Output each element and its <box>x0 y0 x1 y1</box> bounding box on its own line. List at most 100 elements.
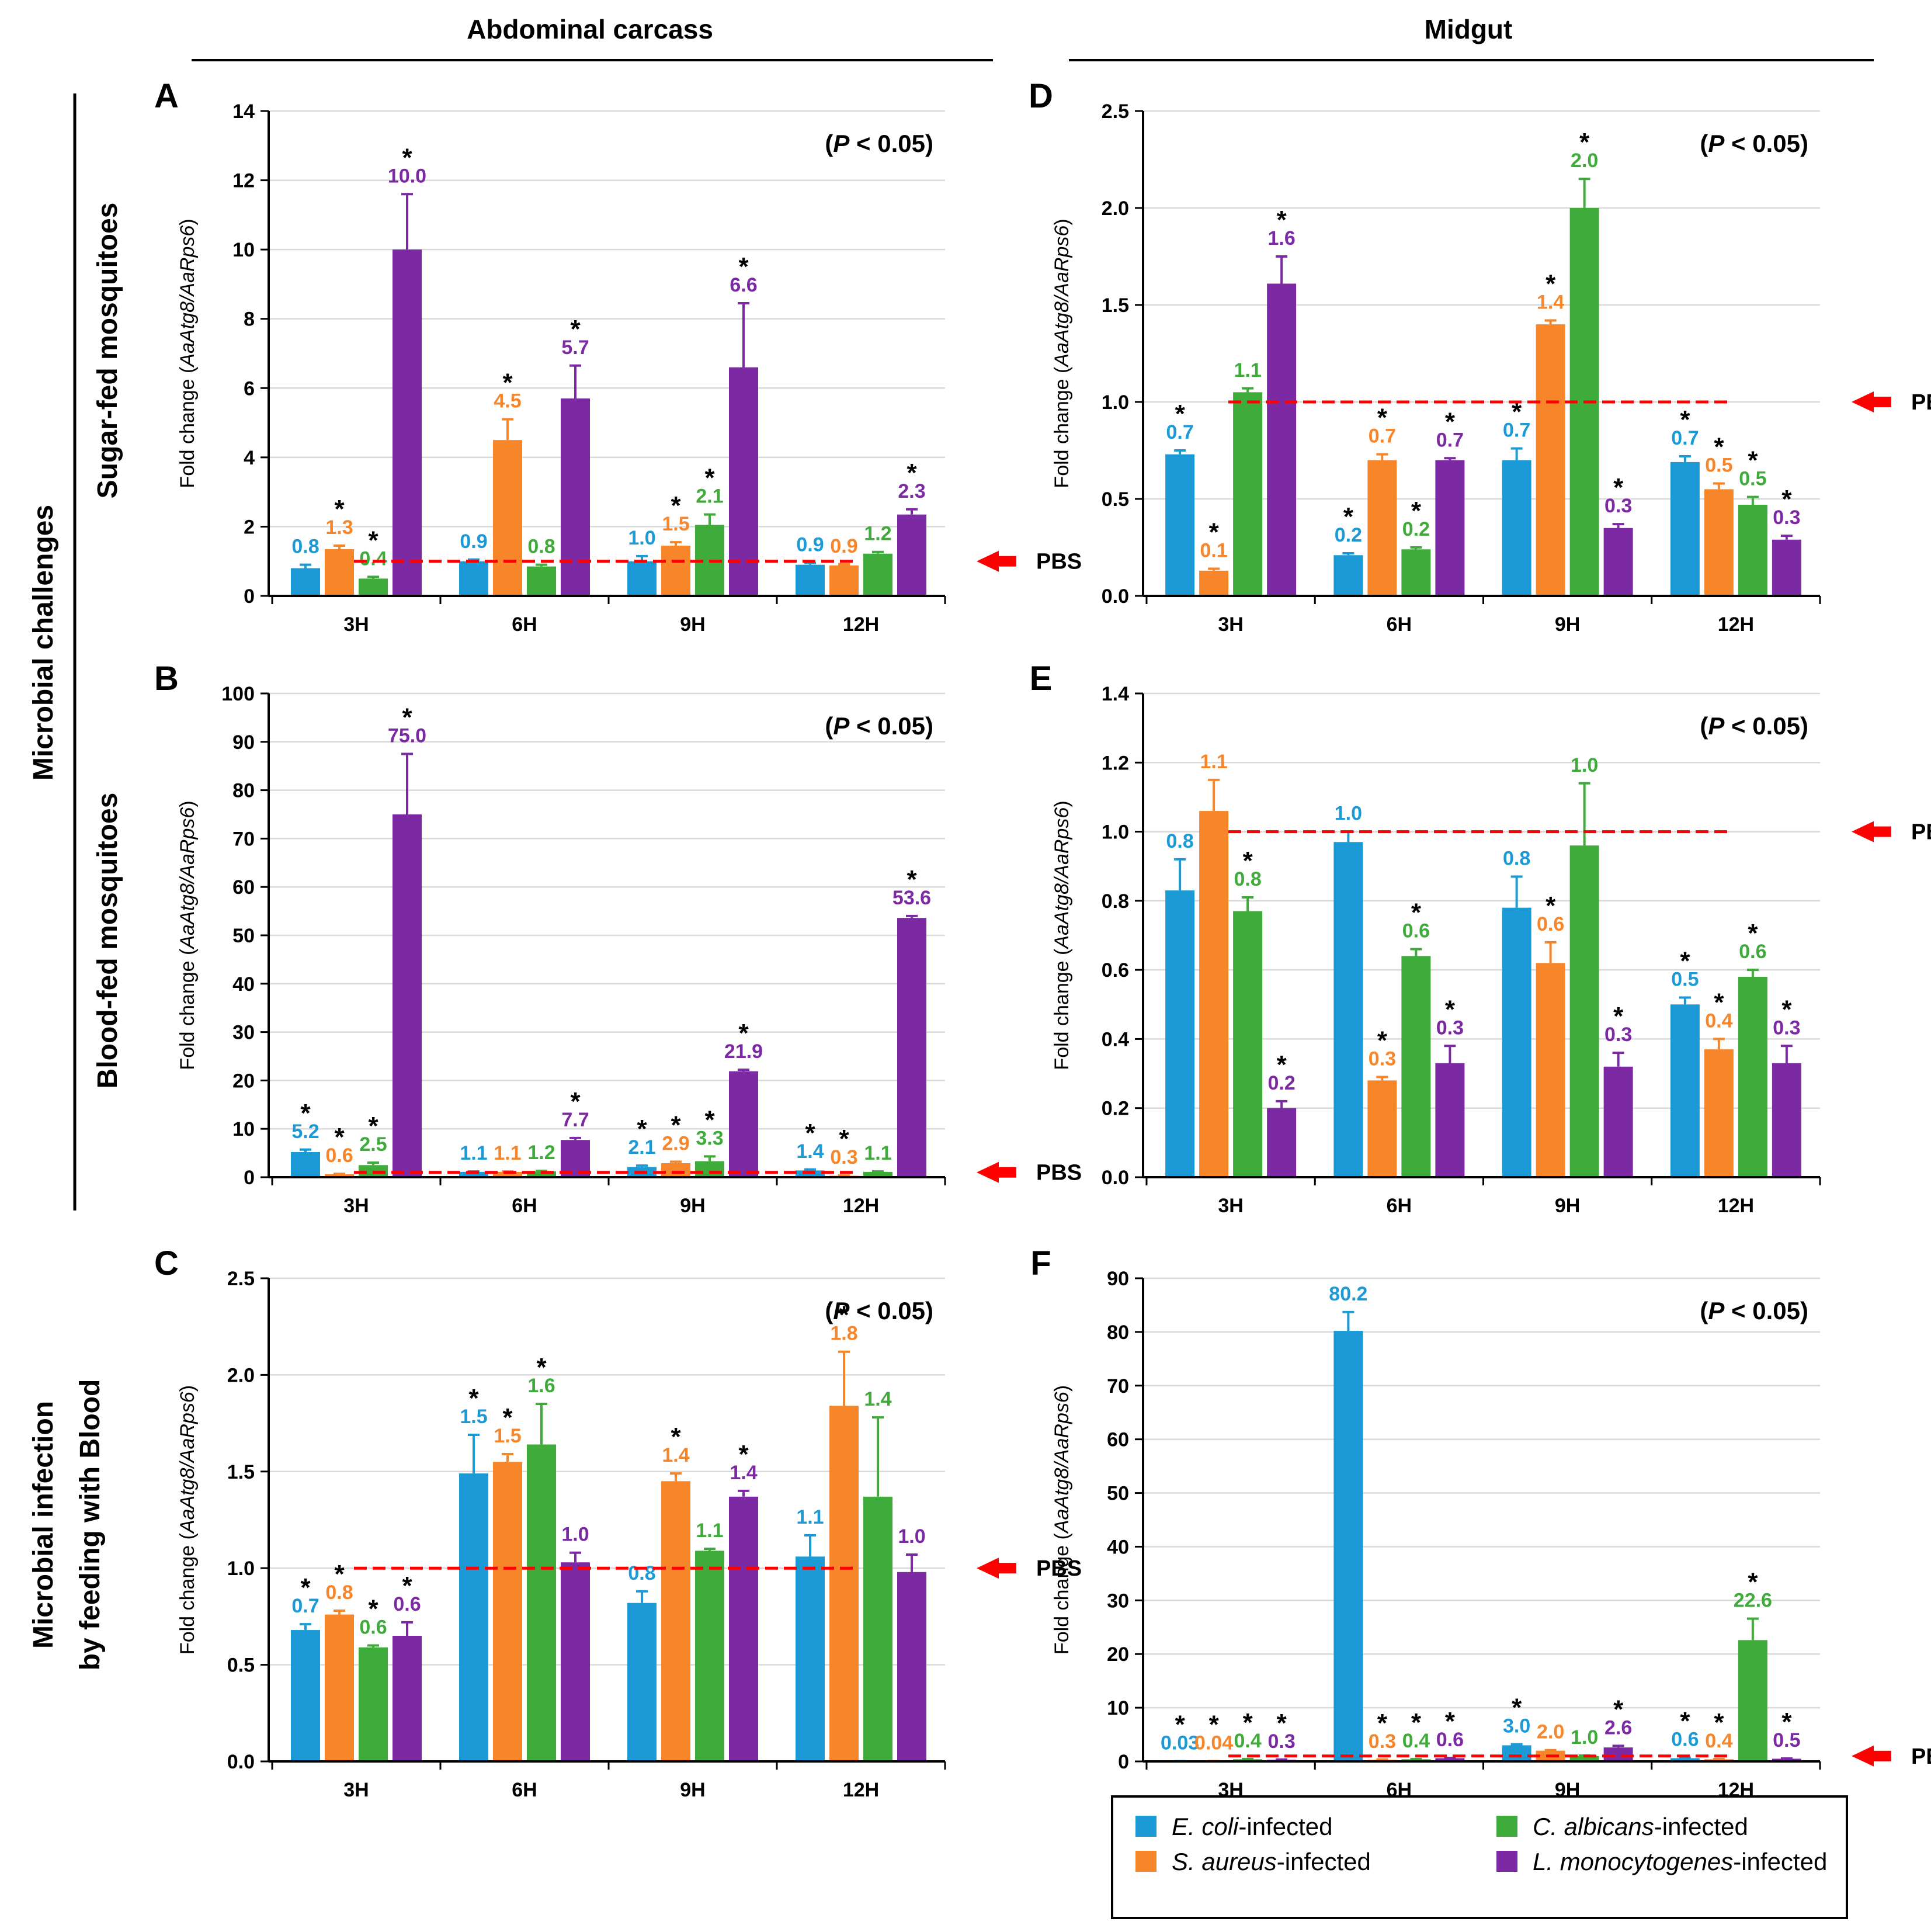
significance-asterisk: * <box>907 459 917 487</box>
bar <box>1670 462 1700 596</box>
y-tick-label: 12 <box>232 170 255 192</box>
bar <box>829 565 859 596</box>
bar <box>1502 460 1531 596</box>
significance-asterisk: * <box>1243 847 1253 875</box>
y-tick-label: 0.5 <box>1102 488 1129 511</box>
bar <box>897 1572 926 1761</box>
y-tick-label: 80 <box>232 780 255 802</box>
y-tick-label: 20 <box>232 1070 255 1092</box>
bar <box>359 1647 388 1761</box>
data-label: 0.7 <box>291 1595 319 1617</box>
panel-letter: B <box>154 660 179 698</box>
significance-asterisk: * <box>1377 1026 1388 1055</box>
data-label: 1.1 <box>1200 751 1227 773</box>
data-label: 5.2 <box>291 1121 319 1143</box>
y-tick-label: 2.5 <box>1102 100 1129 123</box>
x-tick-label: 9H <box>680 1779 705 1801</box>
pbs-label: PBS <box>1036 1556 1082 1581</box>
bar <box>729 1071 758 1177</box>
bar <box>1603 528 1633 596</box>
data-label: 0.2 <box>1267 1072 1295 1094</box>
x-tick-label: 3H <box>1218 1195 1243 1217</box>
significance-asterisk: * <box>1343 502 1354 531</box>
y-tick-label: 0.6 <box>1102 959 1129 981</box>
panel-F: F 0 10 20 30 40 50 60 70 80 90 Fold change (AaAtg8/… <box>1030 1244 1931 1801</box>
bar <box>695 1161 724 1177</box>
data-label: 1.0 <box>898 1525 925 1548</box>
panel-letter: A <box>154 77 179 115</box>
significance-asterisk: * <box>1411 497 1422 525</box>
x-tick-label: 9H <box>680 613 705 636</box>
panel-letter: C <box>154 1244 179 1282</box>
significance-asterisk: * <box>1277 206 1287 234</box>
data-label: 0.5 <box>1705 454 1732 476</box>
data-label: 0.6 <box>1436 1729 1464 1751</box>
y-tick-label: 0.0 <box>1102 585 1129 608</box>
significance-asterisk: * <box>368 1112 378 1140</box>
y-tick-label: 0.0 <box>227 1751 255 1773</box>
bar <box>1199 811 1229 1177</box>
significance-asterisk: * <box>334 1123 345 1151</box>
x-tick-label: 6H <box>512 1195 537 1217</box>
x-tick-label: 12H <box>843 1195 879 1217</box>
y-tick-label: 1.0 <box>1102 391 1129 414</box>
pbs-label: PBS <box>1036 1161 1082 1185</box>
pbs-label: PBS <box>1911 820 1931 845</box>
data-label: 0.3 <box>1369 1047 1396 1070</box>
y-tick-label: 6 <box>244 377 255 400</box>
bar <box>1367 460 1397 596</box>
significance-asterisk: * <box>570 315 581 344</box>
data-label: 0.4 <box>359 547 387 570</box>
y-tick-label: 1.5 <box>227 1461 255 1483</box>
pbs-arrow-icon <box>977 1161 999 1183</box>
significance-asterisk: * <box>738 1019 749 1047</box>
bar <box>459 1171 488 1177</box>
significance-asterisk: * <box>738 1440 749 1469</box>
bar <box>459 1473 488 1761</box>
data-label: 0.9 <box>460 530 487 553</box>
bar <box>796 564 825 596</box>
y-axis-label: Fold change (AaAtg8/AaRps6) <box>1051 800 1073 1070</box>
significance-asterisk: * <box>1781 1708 1792 1736</box>
y-tick-label: 0.5 <box>227 1654 255 1677</box>
y-tick-label: 20 <box>1107 1643 1129 1666</box>
data-label: 0.4 <box>1705 1010 1732 1032</box>
y-tick-label: 90 <box>1107 1268 1129 1290</box>
y-tick-label: 14 <box>232 100 255 123</box>
bar <box>863 1496 892 1761</box>
x-tick-label: 3H <box>343 1195 369 1217</box>
y-axis-label: Fold change (AaAtg8/AaRps6) <box>1051 1385 1073 1654</box>
legend-label-saureus: S. aureus-infected <box>1172 1848 1371 1875</box>
x-tick-label: 3H <box>343 1779 369 1801</box>
pbs-label: PBS <box>1911 1744 1931 1769</box>
y-tick-label: 1.4 <box>1102 683 1129 705</box>
bar <box>1670 1004 1700 1177</box>
y-tick-label: 70 <box>1107 1375 1129 1397</box>
x-tick-label: 3H <box>343 613 369 636</box>
significance-asterisk: * <box>1781 995 1792 1024</box>
significance-asterisk: * <box>1209 1711 1220 1739</box>
p-value-annotation: (P < 0.05) <box>1700 130 1808 157</box>
significance-asterisk: * <box>1714 432 1724 461</box>
bar <box>627 1603 657 1761</box>
significance-asterisk: * <box>805 1119 815 1147</box>
data-label: 1.5 <box>460 1406 487 1428</box>
bar <box>1267 1108 1297 1177</box>
significance-asterisk: * <box>1714 1708 1724 1737</box>
bar <box>627 561 657 596</box>
data-label: 0.7 <box>1671 427 1699 449</box>
significance-asterisk: * <box>671 1423 681 1451</box>
bar <box>1603 1066 1633 1177</box>
p-value-annotation: (P < 0.05) <box>825 712 933 740</box>
row-label-infection-line2: by feeding with Blood <box>75 1379 106 1671</box>
panel-E: E 0.0 0.2 0.4 0.6 0.8 1.0 1.2 1.4 Fold change (Aa… <box>1030 660 1931 1217</box>
significance-asterisk: * <box>1377 404 1388 432</box>
row-label-sugar-fed: Sugar-fed mosquitoes <box>92 203 123 499</box>
y-tick-label: 2.0 <box>1102 197 1129 220</box>
bar <box>1502 907 1531 1177</box>
significance-asterisk: * <box>1781 485 1792 514</box>
y-tick-label: 30 <box>1107 1590 1129 1612</box>
significance-asterisk: * <box>1277 1709 1287 1737</box>
group-label-microbial-challenges: Microbial challenges <box>28 505 59 781</box>
